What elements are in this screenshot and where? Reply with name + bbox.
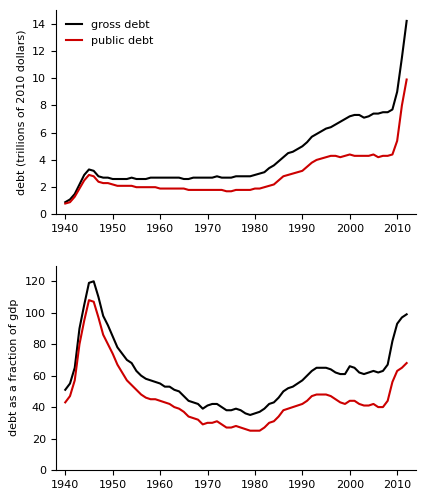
- Legend: gross debt, public debt: gross debt, public debt: [61, 16, 158, 50]
- Y-axis label: debt (trillions of 2010 dollars): debt (trillions of 2010 dollars): [16, 30, 26, 195]
- gross debt: [176, 174, 181, 180]
- gross debt: [404, 18, 409, 24]
- public debt: [176, 186, 181, 192]
- gross debt: [233, 174, 239, 180]
- public debt: [139, 184, 144, 190]
- Line: gross debt: gross debt: [65, 21, 407, 202]
- public debt: [371, 152, 376, 158]
- public debt: [356, 153, 362, 159]
- Y-axis label: debt as a fraction of gdp: debt as a fraction of gdp: [9, 299, 19, 436]
- gross debt: [63, 199, 68, 205]
- public debt: [63, 200, 68, 206]
- public debt: [404, 76, 409, 82]
- public debt: [233, 187, 239, 193]
- Line: public debt: public debt: [65, 80, 407, 204]
- gross debt: [347, 114, 352, 119]
- gross debt: [356, 112, 362, 118]
- gross debt: [371, 110, 376, 116]
- public debt: [347, 152, 352, 158]
- gross debt: [139, 176, 144, 182]
